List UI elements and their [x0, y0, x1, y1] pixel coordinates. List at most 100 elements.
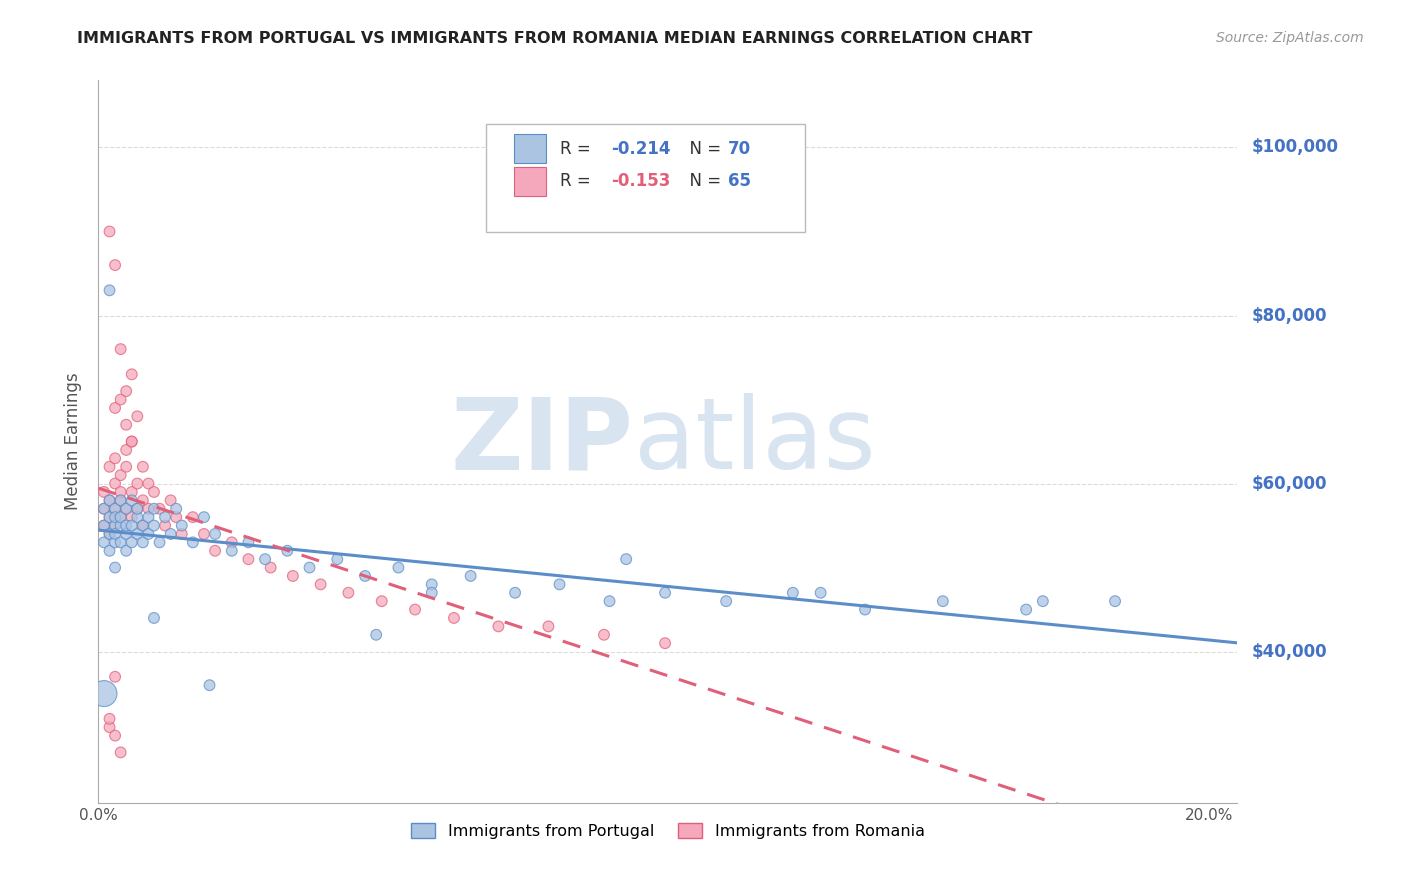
Point [104, 518, 127, 533]
Point [121, 434, 143, 449]
Point [104, 401, 127, 415]
Point [420, 577, 443, 591]
Point [93, 485, 115, 500]
Point [110, 493, 132, 508]
Point [254, 552, 277, 566]
Point [460, 569, 482, 583]
Point [98, 712, 121, 726]
Point [143, 501, 166, 516]
Point [110, 535, 132, 549]
Point [104, 670, 127, 684]
Point [127, 527, 149, 541]
Point [259, 560, 281, 574]
Point [115, 417, 138, 432]
Point [153, 510, 176, 524]
Text: $60,000: $60,000 [1251, 475, 1327, 492]
Point [159, 527, 181, 541]
Point [104, 258, 127, 272]
Point [654, 636, 676, 650]
Point [238, 552, 260, 566]
Point [104, 729, 127, 743]
Point [1015, 602, 1038, 616]
Point [420, 586, 443, 600]
Point [198, 678, 221, 692]
Point [98, 543, 121, 558]
Point [121, 434, 143, 449]
Point [714, 594, 737, 608]
Point [127, 510, 149, 524]
Point [337, 586, 360, 600]
Legend: Immigrants from Portugal, Immigrants from Romania: Immigrants from Portugal, Immigrants fro… [405, 817, 931, 846]
Point [110, 485, 132, 500]
Point [115, 459, 138, 474]
Point [127, 409, 149, 424]
Point [115, 384, 138, 398]
Point [98, 493, 121, 508]
Point [281, 569, 304, 583]
Point [238, 535, 260, 549]
Point [132, 518, 155, 533]
Point [121, 510, 143, 524]
Point [115, 442, 138, 457]
Text: $100,000: $100,000 [1251, 138, 1339, 156]
Point [148, 501, 170, 516]
Point [93, 687, 115, 701]
Point [181, 535, 204, 549]
Point [98, 510, 121, 524]
Text: 65: 65 [728, 172, 751, 190]
FancyBboxPatch shape [515, 135, 546, 163]
Y-axis label: Median Earnings: Median Earnings [65, 373, 83, 510]
Point [98, 283, 121, 297]
Point [127, 476, 149, 491]
Point [93, 535, 115, 549]
Point [104, 451, 127, 466]
Point [121, 493, 143, 508]
Point [110, 510, 132, 524]
Point [326, 552, 349, 566]
Point [110, 510, 132, 524]
Point [932, 594, 955, 608]
Point [98, 510, 121, 524]
Point [503, 586, 526, 600]
Point [537, 619, 560, 633]
Text: 70: 70 [728, 140, 751, 158]
Text: R =: R = [560, 140, 596, 158]
Text: IMMIGRANTS FROM PORTUGAL VS IMMIGRANTS FROM ROMANIA MEDIAN EARNINGS CORRELATION : IMMIGRANTS FROM PORTUGAL VS IMMIGRANTS F… [77, 31, 1032, 46]
Point [127, 501, 149, 516]
Text: R =: R = [560, 172, 596, 190]
Text: atlas: atlas [634, 393, 876, 490]
Point [1032, 594, 1054, 608]
Point [404, 602, 426, 616]
Point [309, 577, 332, 591]
Point [132, 518, 155, 533]
Point [110, 493, 132, 508]
Point [132, 459, 155, 474]
Point [93, 501, 115, 516]
Point [93, 518, 115, 533]
Point [486, 619, 509, 633]
Point [110, 745, 132, 759]
Point [276, 543, 298, 558]
Point [143, 485, 166, 500]
Point [132, 535, 155, 549]
Point [98, 459, 121, 474]
Point [110, 392, 132, 407]
Point [366, 628, 388, 642]
Point [193, 510, 215, 524]
Point [104, 560, 127, 574]
Point [127, 501, 149, 516]
Point [121, 485, 143, 500]
Point [104, 510, 127, 524]
Point [221, 535, 243, 549]
Point [148, 535, 170, 549]
Point [110, 342, 132, 356]
Point [193, 527, 215, 541]
Point [387, 560, 409, 574]
Text: N =: N = [679, 172, 727, 190]
Point [298, 560, 321, 574]
Point [132, 493, 155, 508]
Text: $80,000: $80,000 [1251, 307, 1327, 325]
Point [104, 501, 127, 516]
Point [115, 518, 138, 533]
Point [98, 493, 121, 508]
